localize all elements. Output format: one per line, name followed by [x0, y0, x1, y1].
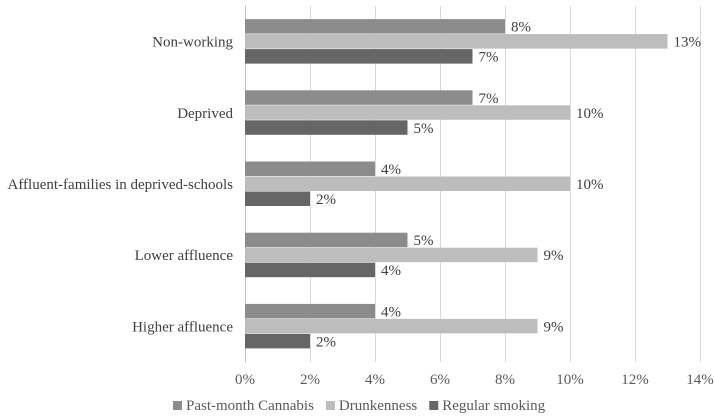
- legend-label: Drunkenness: [339, 398, 417, 414]
- data-label: 2%: [316, 192, 336, 208]
- legend-swatch: [173, 401, 182, 410]
- x-tick-labels: 0% 2% 4% 6% 8% 10% 12% 14%: [235, 372, 714, 388]
- bar-drunkenness: [245, 176, 570, 191]
- data-label: 10%: [576, 177, 604, 193]
- data-label: 5%: [414, 233, 434, 249]
- data-label: 9%: [544, 319, 564, 335]
- bar-past-month-cannabis: [245, 161, 375, 176]
- bar-past-month-cannabis: [245, 232, 408, 248]
- bar-regular-smoking: [245, 49, 473, 64]
- bar-past-month-cannabis: [245, 19, 505, 34]
- category-label: Affluent-families in deprived-schools: [8, 177, 234, 193]
- category-label: Deprived: [177, 106, 233, 122]
- bar-regular-smoking: [245, 333, 310, 349]
- bar-past-month-cannabis: [245, 303, 375, 319]
- data-label: 9%: [544, 248, 564, 264]
- category-label: Non-working: [152, 35, 233, 51]
- x-tick-label: 10%: [556, 372, 584, 388]
- category-labels: Non-working Deprived Affluent-families in …: [8, 35, 234, 336]
- bar-regular-smoking: [245, 262, 375, 278]
- data-label: 4%: [381, 162, 401, 178]
- x-tick-label: 14%: [686, 372, 714, 388]
- data-labels: 8% 13% 7% 7% 10% 5% 4% 10% 2% 5% 9% 4% 4% 9% 2%: [316, 20, 701, 351]
- legend-label: Past-month Cannabis: [186, 398, 314, 414]
- bar-drunkenness: [245, 318, 538, 334]
- data-label: 4%: [381, 263, 401, 279]
- category-label: Higher affluence: [132, 319, 233, 335]
- x-tick-label: 12%: [621, 372, 649, 388]
- bar-regular-smoking: [245, 120, 408, 135]
- data-label: 10%: [576, 106, 604, 122]
- legend-swatch: [429, 401, 439, 410]
- data-label: 7%: [479, 91, 499, 107]
- data-label: 13%: [674, 35, 702, 51]
- data-label: 8%: [511, 20, 531, 36]
- bars: [245, 19, 668, 349]
- x-tick-label: 8%: [495, 372, 515, 388]
- bar-drunkenness: [245, 105, 570, 120]
- legend: Past-month Cannabis Drunkenness Regular sm…: [173, 398, 546, 414]
- data-label: 2%: [316, 334, 336, 350]
- bar-drunkenness: [245, 34, 668, 49]
- legend-swatch: [325, 401, 335, 410]
- bar-drunkenness: [245, 247, 538, 263]
- x-tick-label: 0%: [235, 372, 255, 388]
- bar-regular-smoking: [245, 191, 310, 206]
- data-label: 7%: [479, 50, 499, 66]
- category-label: Lower affluence: [135, 248, 234, 264]
- data-label: 5%: [414, 121, 434, 137]
- x-tick-label: 2%: [300, 372, 320, 388]
- x-tick-label: 4%: [365, 372, 385, 388]
- x-tick-label: 6%: [430, 372, 450, 388]
- legend-label: Regular smoking: [442, 398, 545, 414]
- bar-past-month-cannabis: [245, 90, 473, 105]
- data-label: 4%: [381, 304, 401, 320]
